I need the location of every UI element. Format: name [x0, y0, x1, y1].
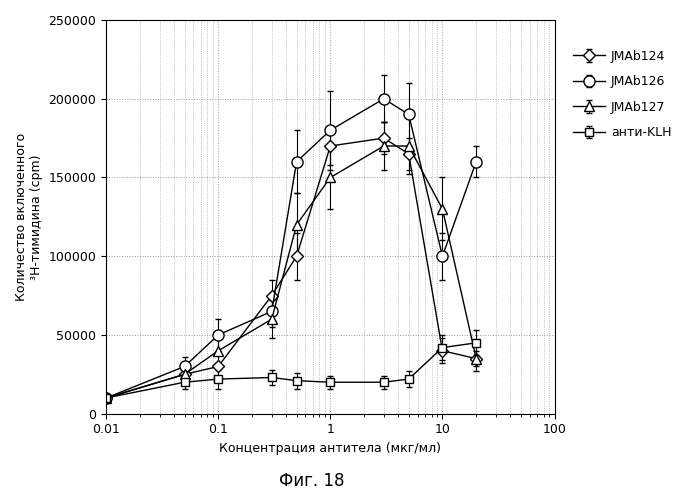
Legend: JMAb124, JMAb126, JMAb127, анти-KLH: JMAb124, JMAb126, JMAb127, анти-KLH [570, 46, 675, 143]
Y-axis label: Количество включенного
³H-тимидина (cpm): Количество включенного ³H-тимидина (cpm) [15, 133, 43, 301]
X-axis label: Концентрация антитела (мкг/мл): Концентрация антитела (мкг/мл) [219, 442, 441, 455]
Text: Фиг. 18: Фиг. 18 [279, 472, 344, 490]
